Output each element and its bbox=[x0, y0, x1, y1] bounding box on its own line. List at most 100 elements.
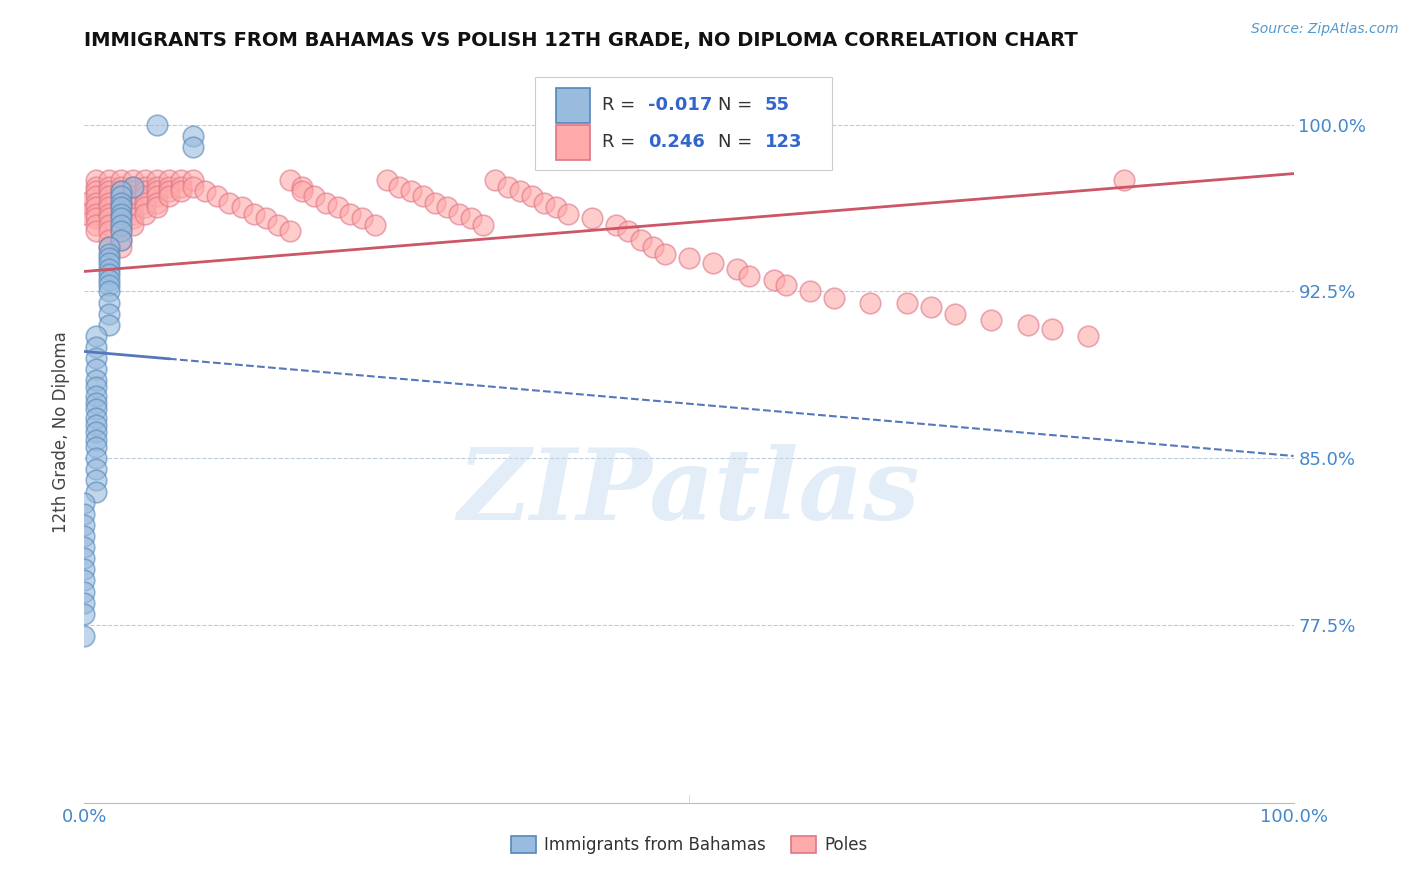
Point bbox=[581, 211, 603, 225]
Point bbox=[110, 185, 132, 199]
Point bbox=[1114, 173, 1136, 187]
Text: 123: 123 bbox=[765, 134, 803, 152]
Point bbox=[617, 224, 640, 238]
Point bbox=[278, 224, 301, 238]
Point bbox=[134, 206, 156, 220]
Point bbox=[73, 206, 96, 220]
Text: IMMIGRANTS FROM BAHAMAS VS POLISH 12TH GRADE, NO DIPLOMA CORRELATION CHART: IMMIGRANTS FROM BAHAMAS VS POLISH 12TH G… bbox=[84, 30, 1078, 50]
Point bbox=[533, 195, 555, 210]
Point bbox=[484, 173, 506, 187]
Text: Source: ZipAtlas.com: Source: ZipAtlas.com bbox=[1251, 22, 1399, 37]
Point bbox=[86, 180, 108, 194]
Point bbox=[920, 300, 942, 314]
Point bbox=[86, 200, 108, 214]
Point bbox=[207, 189, 229, 203]
Point bbox=[315, 195, 337, 210]
Point bbox=[146, 173, 169, 187]
FancyBboxPatch shape bbox=[536, 78, 831, 169]
Point bbox=[725, 262, 748, 277]
Point bbox=[121, 173, 143, 187]
Point bbox=[423, 195, 446, 210]
Point bbox=[110, 173, 132, 187]
Point bbox=[339, 206, 361, 220]
Point bbox=[291, 185, 314, 199]
Point bbox=[97, 295, 120, 310]
Point bbox=[97, 285, 120, 299]
Point bbox=[97, 224, 120, 238]
Point bbox=[86, 389, 108, 403]
Point bbox=[97, 262, 120, 277]
Point bbox=[388, 180, 411, 194]
Text: 55: 55 bbox=[765, 96, 790, 114]
Point bbox=[86, 462, 108, 476]
Point bbox=[97, 200, 120, 214]
Point bbox=[86, 474, 108, 488]
Point bbox=[86, 185, 108, 199]
FancyBboxPatch shape bbox=[555, 125, 589, 161]
Point bbox=[86, 425, 108, 439]
Text: N =: N = bbox=[718, 134, 758, 152]
Point bbox=[97, 233, 120, 247]
Text: -0.017: -0.017 bbox=[648, 96, 713, 114]
Point bbox=[472, 218, 495, 232]
Point bbox=[73, 496, 96, 510]
FancyBboxPatch shape bbox=[555, 87, 589, 123]
Point bbox=[121, 195, 143, 210]
Point bbox=[73, 529, 96, 543]
Point bbox=[86, 329, 108, 343]
Point bbox=[110, 195, 132, 210]
Point bbox=[121, 189, 143, 203]
Point bbox=[557, 206, 579, 220]
Point bbox=[97, 189, 120, 203]
Point bbox=[1017, 318, 1039, 332]
Point bbox=[702, 255, 724, 269]
Point bbox=[73, 195, 96, 210]
Point bbox=[121, 200, 143, 214]
Point bbox=[86, 224, 108, 238]
Point bbox=[302, 189, 325, 203]
Point bbox=[86, 395, 108, 409]
Point bbox=[86, 434, 108, 448]
Point bbox=[86, 206, 108, 220]
Point bbox=[97, 255, 120, 269]
Point bbox=[97, 251, 120, 265]
Point bbox=[110, 233, 132, 247]
Point bbox=[146, 180, 169, 194]
Point bbox=[254, 211, 277, 225]
Point bbox=[641, 240, 664, 254]
Point bbox=[73, 596, 96, 610]
Point bbox=[86, 195, 108, 210]
Point bbox=[110, 195, 132, 210]
Point bbox=[86, 440, 108, 454]
Point bbox=[181, 140, 204, 154]
Point bbox=[170, 180, 193, 194]
Point bbox=[170, 185, 193, 199]
Point bbox=[86, 451, 108, 466]
Point bbox=[496, 180, 519, 194]
Point bbox=[352, 211, 374, 225]
Point bbox=[97, 211, 120, 225]
Point bbox=[181, 128, 204, 143]
Point bbox=[110, 185, 132, 199]
Point bbox=[110, 206, 132, 220]
Point bbox=[1077, 329, 1099, 343]
Point bbox=[86, 484, 108, 499]
Point bbox=[86, 173, 108, 187]
Point bbox=[121, 218, 143, 232]
Point bbox=[86, 362, 108, 376]
Point bbox=[97, 173, 120, 187]
Point bbox=[86, 411, 108, 425]
Point bbox=[73, 607, 96, 621]
Text: N =: N = bbox=[718, 96, 758, 114]
Point bbox=[110, 218, 132, 232]
Point bbox=[121, 180, 143, 194]
Point bbox=[97, 195, 120, 210]
Point bbox=[86, 380, 108, 394]
Text: R =: R = bbox=[602, 134, 641, 152]
Point bbox=[328, 200, 350, 214]
Point bbox=[110, 211, 132, 225]
Point bbox=[146, 200, 169, 214]
Point bbox=[97, 185, 120, 199]
Point bbox=[73, 507, 96, 521]
Point bbox=[449, 206, 471, 220]
